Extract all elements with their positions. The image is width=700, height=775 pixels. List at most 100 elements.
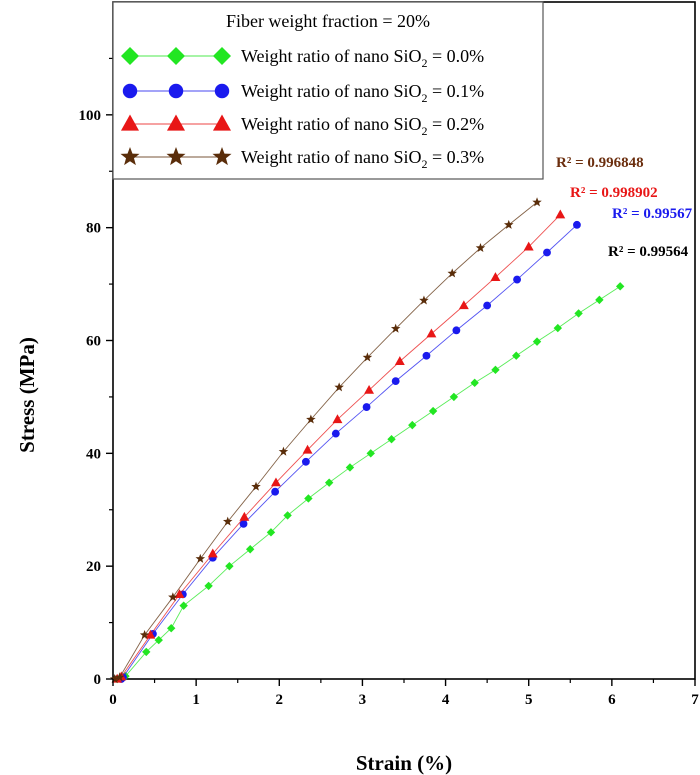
data-point: [470, 378, 479, 388]
data-point: [195, 553, 206, 563]
data-point: [553, 323, 563, 333]
y-tick-label: 40: [86, 446, 101, 462]
data-point: [475, 242, 486, 253]
x-tick-label: 5: [525, 692, 533, 708]
data-point: [419, 295, 429, 305]
data-point: [251, 481, 261, 491]
data-point: [278, 446, 289, 456]
legend-marker: [121, 47, 139, 65]
legend-label: Weight ratio of nano SiO2 = 0.2%: [241, 114, 484, 138]
data-point: [271, 477, 281, 487]
data-point: [167, 624, 176, 633]
series-line: [114, 201, 538, 680]
data-point: [595, 295, 604, 305]
data-point: [306, 414, 316, 424]
data-point: [324, 478, 334, 487]
x-tick-label: 0: [109, 692, 117, 708]
data-point: [301, 457, 310, 466]
data-point: [331, 429, 340, 438]
data-point: [204, 581, 213, 591]
data-point: [345, 463, 355, 472]
legend-marker: [212, 147, 232, 166]
data-point: [362, 403, 371, 411]
legend-item-0: Weight ratio of nano SiO2 = 0.0%: [121, 46, 484, 70]
x-axis-title: Strain (%): [356, 751, 452, 775]
data-point: [332, 414, 343, 424]
x-tick-label: 3: [359, 692, 367, 708]
series-3: [109, 197, 542, 684]
r2-label: R² = 0.99567: [612, 206, 693, 222]
data-point: [109, 674, 120, 684]
r2-annotations: R² = 0.99564 R² = 0.99567 R² = 0.998902 R² …: [556, 155, 693, 260]
data-point: [364, 384, 375, 394]
data-point: [239, 511, 250, 521]
legend-label: Weight ratio of nano SiO2 = 0.3%: [241, 147, 484, 171]
data-point: [114, 672, 125, 682]
data-point: [283, 511, 292, 520]
data-point: [222, 516, 233, 526]
r2-label: R² = 0.996848: [556, 155, 644, 171]
data-point: [574, 309, 583, 318]
data-point: [390, 323, 401, 333]
legend-item-1: Weight ratio of nano SiO2 = 0.1%: [122, 81, 484, 105]
legend-marker: [212, 114, 232, 131]
legend-title: Fiber weight fraction = 20%: [226, 11, 430, 31]
legend-marker: [122, 83, 138, 99]
r2-label: R² = 0.99564: [608, 244, 689, 260]
axis-layer: 0 1 2 3 4 5 6 7 0 20 40 60 80 100: [79, 57, 699, 708]
x-tick-label: 4: [442, 692, 450, 708]
data-point: [394, 356, 405, 366]
data-point: [225, 561, 234, 571]
data-point: [362, 352, 373, 362]
legend-marker: [213, 47, 231, 65]
series-line: [117, 285, 621, 680]
legend-label: Weight ratio of nano SiO2 = 0.1%: [241, 81, 484, 105]
data-point: [266, 528, 276, 537]
legend-marker: [120, 147, 140, 166]
y-tick-label: 100: [79, 108, 102, 124]
data-point: [142, 647, 151, 657]
data-point: [513, 275, 521, 284]
data-point: [504, 219, 514, 229]
x-tick-label: 6: [608, 692, 616, 708]
data-point: [491, 365, 500, 375]
data-point: [271, 487, 280, 496]
legend-marker: [166, 114, 186, 131]
y-tick-label: 60: [86, 334, 101, 350]
y-tick-label: 80: [86, 221, 101, 237]
series-layer: [109, 197, 625, 684]
data-point: [207, 548, 218, 558]
data-point: [532, 197, 542, 207]
data-point: [555, 209, 566, 219]
y-tick-label: 20: [86, 559, 101, 575]
data-point: [523, 241, 534, 251]
legend-marker: [120, 114, 140, 131]
legend-marker: [214, 83, 230, 99]
data-point: [490, 272, 501, 281]
data-point: [483, 301, 492, 310]
data-point: [428, 406, 438, 416]
data-point: [449, 392, 459, 402]
data-point: [304, 494, 313, 503]
series-line: [120, 224, 578, 680]
data-point: [179, 601, 188, 610]
x-tick-label: 7: [691, 692, 699, 708]
y-axis-title: Stress (MPa): [15, 337, 39, 453]
data-point: [245, 545, 255, 554]
legend-marker: [166, 147, 186, 166]
data-point: [573, 220, 581, 229]
data-point: [512, 351, 521, 360]
data-point: [422, 351, 431, 360]
series-0: [112, 282, 625, 684]
r2-label: R² = 0.998902: [570, 185, 658, 201]
legend-marker: [167, 47, 185, 65]
series-line: [116, 214, 561, 680]
data-point: [139, 630, 150, 640]
data-point: [154, 635, 163, 645]
data-point: [168, 592, 178, 602]
data-point: [387, 435, 396, 444]
series-1: [117, 220, 581, 683]
x-tick-label: 1: [192, 692, 200, 708]
data-point: [366, 449, 375, 458]
